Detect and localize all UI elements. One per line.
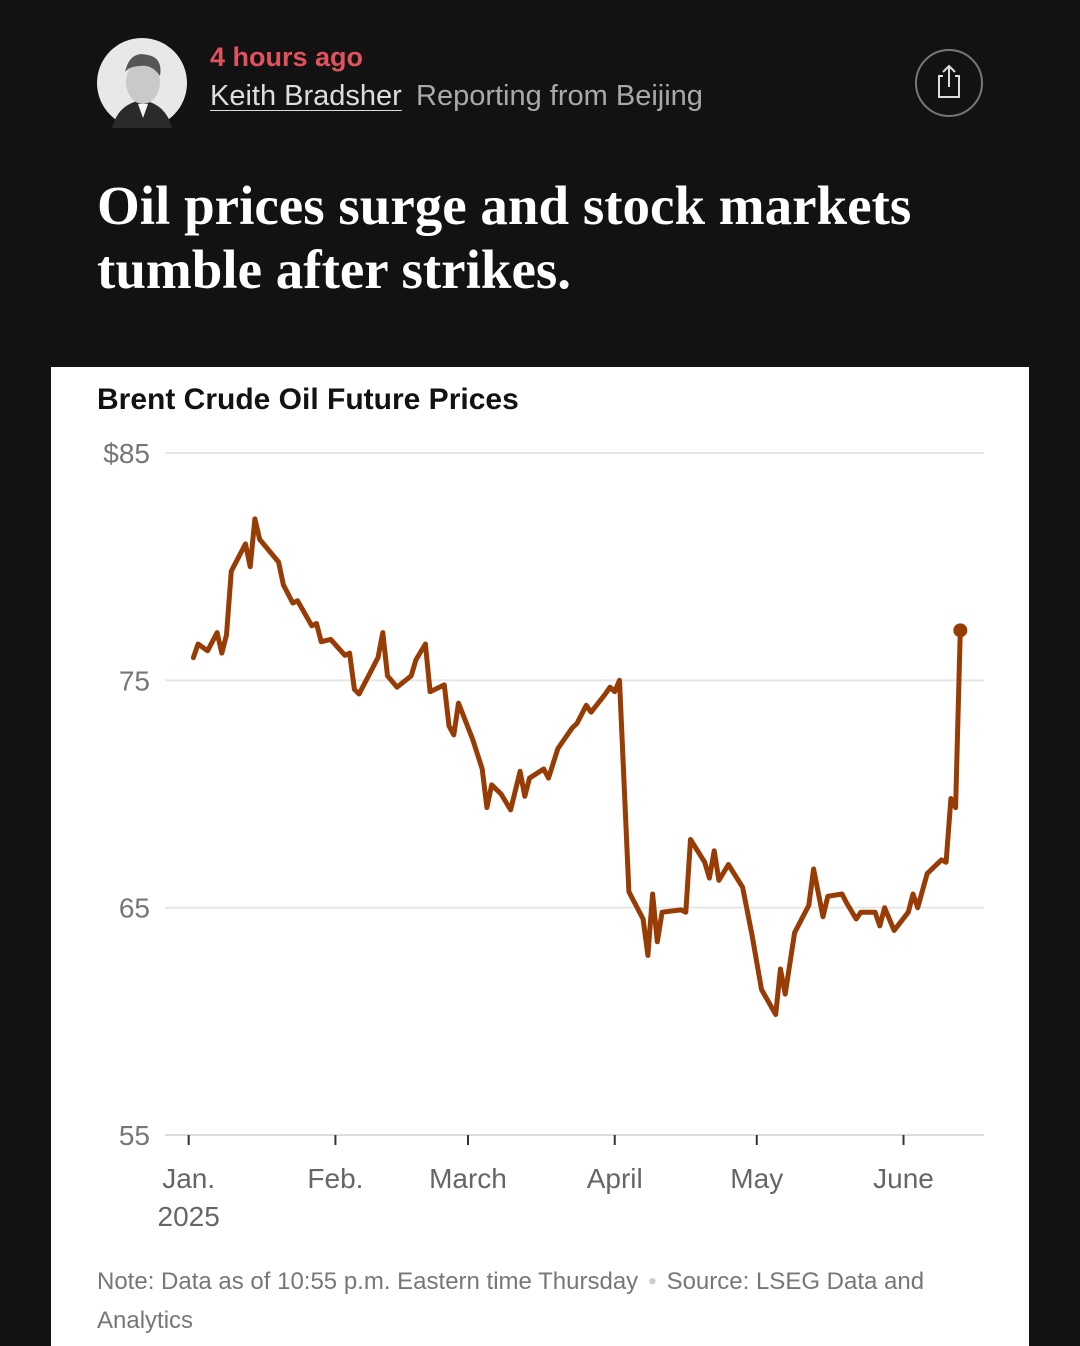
last-point xyxy=(953,623,968,638)
timestamp: 4 hours ago xyxy=(210,42,364,72)
chart-note: Note: Data as of 10:55 p.m. Eastern time… xyxy=(97,1268,925,1334)
note: Note: Data as of 10:55 p.m. Eastern time… xyxy=(97,1268,639,1295)
x-tick-label: Feb. xyxy=(307,1163,364,1194)
x-tick-label: Jan. 2025 xyxy=(157,1163,220,1232)
x-tick-label: March xyxy=(429,1163,507,1194)
author-link[interactable]: Keith Bradsher xyxy=(210,80,402,112)
y-tick-label: 75 xyxy=(119,665,150,696)
price-line xyxy=(190,516,963,1017)
y-tick-label: 65 xyxy=(119,893,150,924)
y-tick-label: $85 xyxy=(103,438,150,469)
chart-card xyxy=(51,367,1029,1346)
x-tick-label: April xyxy=(586,1163,643,1194)
x-tick-label: June xyxy=(873,1163,934,1194)
share-button[interactable] xyxy=(915,49,983,117)
avatar xyxy=(97,38,187,128)
source: Source: LSEG Data and Analytics xyxy=(97,1268,925,1334)
chart-title: Brent Crude Oil Future Prices xyxy=(97,383,519,416)
x-tick-label: May xyxy=(730,1163,784,1194)
y-tick-label: 55 xyxy=(119,1120,150,1151)
dateline: Reporting from Beijing xyxy=(416,80,703,112)
headline: Oil prices surge and stock markets tumbl… xyxy=(97,175,912,300)
